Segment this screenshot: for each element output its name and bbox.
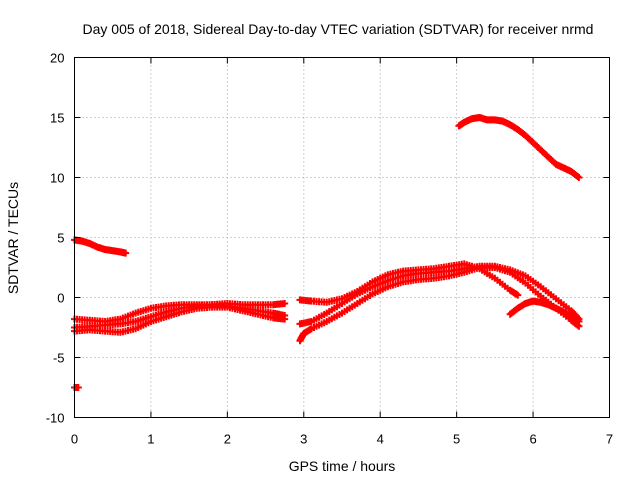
data-point: [575, 174, 583, 181]
x-tick-label: 5: [453, 432, 460, 447]
y-tick-label: -10: [46, 411, 65, 426]
x-tick-label: 2: [224, 432, 231, 447]
data-point: [122, 249, 130, 257]
y-axis-label: SDTVAR / TECUs: [5, 182, 21, 294]
y-tick-label: 15: [50, 111, 64, 126]
data-series-track-2: [71, 384, 82, 391]
data-series-track-1: [71, 236, 130, 257]
x-axis-label: GPS time / hours: [289, 458, 396, 474]
data-series-track-10: [455, 114, 583, 181]
x-tick-labels: 0 1 2 3 4 5 6 7: [71, 432, 613, 447]
x-tick-label: 7: [606, 432, 613, 447]
x-tick-label: 4: [377, 432, 384, 447]
tick-marks: [74, 57, 610, 418]
y-tick-label: 5: [57, 231, 64, 246]
x-tick-label: 3: [300, 432, 307, 447]
x-tick-label: 0: [71, 432, 78, 447]
y-tick-label: -5: [53, 351, 65, 366]
y-tick-label: 10: [50, 171, 64, 186]
x-tick-label: 1: [147, 432, 154, 447]
data-series-track-5: [71, 303, 289, 336]
data-point: [514, 291, 522, 299]
grid-lines: [74, 57, 610, 418]
data-series-track-9: [506, 297, 583, 325]
x-tick-label: 6: [529, 432, 536, 447]
y-tick-label: 0: [57, 291, 64, 306]
data-points: [71, 114, 583, 391]
data-point: [281, 300, 289, 307]
data-point: [74, 384, 82, 391]
data-point: [281, 315, 289, 323]
y-tick-labels: -10 -5 0 5 10 15 20: [46, 51, 65, 426]
y-tick-label: 20: [50, 51, 64, 66]
chart-title: Day 005 of 2018, Sidereal Day-to-day VTE…: [83, 21, 594, 37]
data-point: [575, 318, 583, 325]
